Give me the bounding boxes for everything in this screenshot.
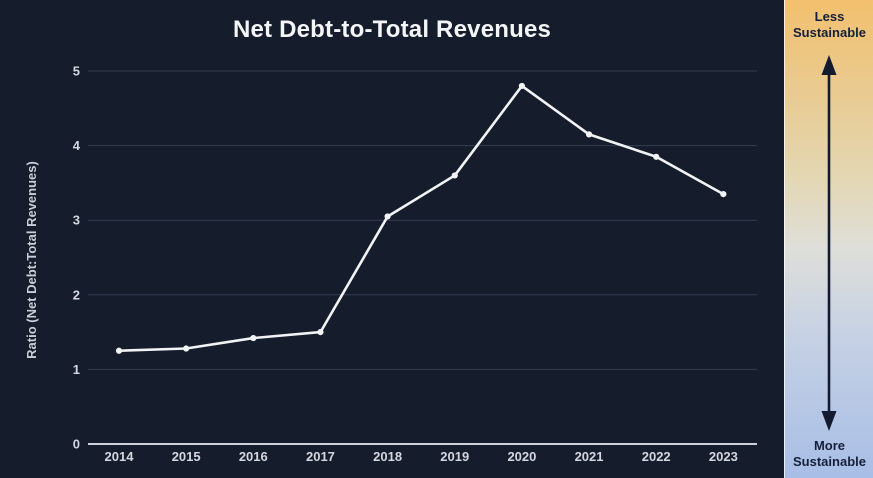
data-point-2015 — [183, 345, 190, 352]
x-tick-label: 2020 — [507, 449, 536, 464]
data-point-2021 — [585, 131, 593, 138]
line-chart: Net Debt-to-Total Revenues Ratio (Net De… — [24, 16, 757, 464]
y-tick-label: 0 — [73, 437, 80, 452]
plot-area: 0 1 2 3 4 5 2014 2015 2016 2017 2018 2019 2020 2021 20… — [73, 64, 757, 464]
more-sustainable-label: More Sustainable — [793, 437, 866, 469]
y-tick-label: 3 — [73, 213, 80, 228]
y-tick-label: 1 — [73, 362, 80, 377]
chart-title: Net Debt-to-Total Revenues — [232, 16, 552, 43]
less-sustainable-label: Less Sustainable — [793, 9, 866, 41]
x-tick-label: 2022 — [642, 449, 671, 464]
x-tick-label: 2016 — [239, 449, 268, 464]
x-tick-label: 2014 — [105, 449, 135, 464]
data-point-2022 — [653, 153, 660, 160]
data-point-2020 — [518, 82, 526, 90]
x-tick-label: 2017 — [306, 449, 335, 464]
x-tick-label: 2019 — [440, 449, 469, 464]
data-point-2014 — [115, 347, 123, 354]
y-tick-label: 4 — [73, 138, 81, 153]
x-tick-label: 2023 — [709, 449, 738, 464]
x-tick-label: 2021 — [575, 449, 604, 464]
data-point-2019 — [451, 172, 458, 179]
x-tick-label: 2018 — [373, 449, 402, 464]
y-tick-label: 5 — [73, 64, 80, 79]
data-point-2017 — [317, 329, 324, 336]
double-arrow-icon — [821, 55, 837, 431]
data-point-2018 — [384, 213, 391, 220]
data-line — [117, 84, 725, 353]
y-tick-label: 2 — [73, 287, 80, 302]
x-tick-label: 2015 — [172, 449, 201, 464]
sustainability-scale: Less Sustainable More Sustainable — [784, 0, 873, 478]
data-point-2016 — [250, 334, 257, 342]
data-point-2023 — [720, 190, 727, 198]
